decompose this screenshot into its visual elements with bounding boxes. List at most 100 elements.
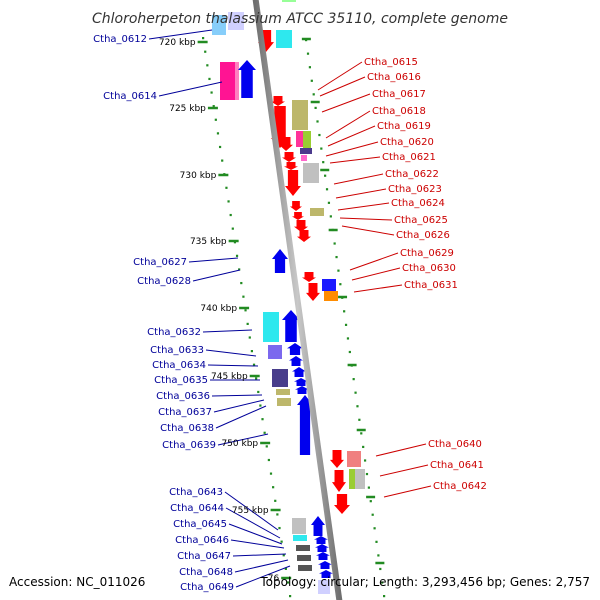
tick-dot bbox=[265, 445, 268, 448]
tick-dot bbox=[381, 581, 384, 584]
gene-label-reverse[interactable]: Ctha_0627 bbox=[133, 257, 187, 268]
tick-dot bbox=[348, 350, 351, 354]
gene-label-forward[interactable]: Ctha_0618 bbox=[372, 106, 426, 117]
tick-dot bbox=[221, 159, 224, 162]
leader-line bbox=[319, 76, 366, 97]
kbp-tick-label: 740 kbp bbox=[200, 304, 237, 314]
feature-arrow bbox=[284, 162, 298, 170]
gene-label-reverse[interactable]: Ctha_0649 bbox=[180, 582, 234, 593]
gene-label-reverse[interactable]: Ctha_0643 bbox=[169, 487, 223, 498]
gene-label-reverse[interactable]: Ctha_0628 bbox=[137, 276, 191, 287]
gene-label-reverse[interactable]: Ctha_0635 bbox=[154, 375, 208, 386]
feature-arrow bbox=[330, 450, 344, 468]
gene-label-forward[interactable]: Ctha_0621 bbox=[382, 152, 436, 163]
gene-label-forward[interactable]: Ctha_0619 bbox=[377, 121, 431, 132]
tick-dot bbox=[379, 567, 382, 571]
gene-label-forward[interactable]: Ctha_0630 bbox=[402, 263, 456, 274]
feature-arrow bbox=[319, 570, 333, 578]
gene-label-reverse[interactable]: Ctha_0614 bbox=[103, 91, 157, 102]
feature-box bbox=[276, 389, 290, 395]
gene-label-reverse[interactable]: Ctha_0644 bbox=[170, 503, 224, 514]
feature-box bbox=[300, 148, 312, 154]
tick-dot bbox=[269, 472, 273, 475]
gene-label-forward[interactable]: Ctha_0640 bbox=[428, 439, 482, 450]
gene-label-reverse[interactable]: Ctha_0639 bbox=[162, 440, 216, 451]
tick-dot bbox=[255, 377, 258, 380]
kbp-tick-label: 720 kbp bbox=[159, 38, 196, 48]
tick-dot bbox=[346, 337, 350, 340]
gene-label-forward[interactable]: Ctha_0622 bbox=[385, 169, 439, 180]
tick-dot bbox=[337, 269, 340, 272]
tick-dot bbox=[358, 418, 361, 421]
gene-label-reverse[interactable]: Ctha_0646 bbox=[175, 535, 229, 546]
tick-dot bbox=[289, 595, 292, 598]
tick-dot bbox=[282, 554, 285, 557]
leader-line bbox=[327, 125, 376, 147]
gene-label-reverse[interactable]: Ctha_0648 bbox=[179, 567, 233, 578]
leader-line bbox=[207, 364, 259, 367]
forward-tick-track bbox=[305, 39, 386, 598]
feature-box bbox=[282, 0, 296, 2]
gene-label-forward[interactable]: Ctha_0616 bbox=[367, 72, 421, 83]
kbp-tick-label: 755 kbp bbox=[232, 506, 269, 516]
tick-dot bbox=[362, 445, 365, 449]
gene-label-reverse[interactable]: Ctha_0645 bbox=[173, 519, 227, 530]
gene-label-forward[interactable]: Ctha_0641 bbox=[430, 460, 484, 471]
gene-label-forward[interactable]: Ctha_0642 bbox=[433, 481, 487, 492]
tick-dot bbox=[218, 145, 222, 149]
tick-dot bbox=[208, 77, 211, 81]
tick-dot bbox=[206, 64, 209, 67]
tick-dot bbox=[383, 595, 386, 598]
leader-line bbox=[335, 188, 387, 199]
feature-box bbox=[347, 451, 361, 467]
feature-box bbox=[220, 62, 236, 100]
leader-line bbox=[379, 464, 429, 477]
tick-dot bbox=[284, 567, 287, 570]
gene-label-forward[interactable]: Ctha_0620 bbox=[380, 137, 434, 148]
leader-line bbox=[188, 257, 239, 263]
tick-dot bbox=[212, 105, 215, 108]
gene-label-reverse[interactable]: Ctha_0637 bbox=[158, 407, 212, 418]
gene-label-reverse[interactable]: Ctha_0647 bbox=[177, 551, 231, 562]
gene-label-forward[interactable]: Ctha_0615 bbox=[364, 57, 418, 68]
feature-box bbox=[292, 518, 306, 534]
tick-dot bbox=[324, 174, 327, 177]
feature-arrow bbox=[285, 170, 301, 196]
dna-backbone bbox=[252, 0, 343, 600]
tick-dot bbox=[263, 431, 266, 434]
gene-label-reverse[interactable]: Ctha_0633 bbox=[150, 345, 204, 356]
tick-dot bbox=[335, 255, 338, 259]
tick-dot bbox=[369, 500, 372, 503]
gene-label-reverse[interactable]: Ctha_0634 bbox=[152, 360, 206, 371]
gene-label-reverse[interactable]: Ctha_0632 bbox=[147, 327, 201, 338]
gene-labels: Ctha_0615 Ctha_0616 Ctha_0617 Ctha_0618 Ctha… bbox=[93, 29, 487, 593]
tick-dot bbox=[360, 432, 363, 435]
feature-box bbox=[293, 535, 307, 541]
feature-arrow bbox=[297, 395, 313, 455]
feature-arrow bbox=[311, 516, 325, 536]
leader-line bbox=[202, 329, 253, 333]
feature-box bbox=[268, 345, 282, 359]
gene-label-forward[interactable]: Ctha_0623 bbox=[388, 184, 442, 195]
feature-box bbox=[212, 15, 226, 35]
gene-label-forward[interactable]: Ctha_0626 bbox=[396, 230, 450, 241]
gene-label-forward[interactable]: Ctha_0629 bbox=[400, 248, 454, 259]
tick-dot bbox=[352, 378, 355, 381]
feature-arrow bbox=[238, 60, 256, 98]
gene-label-reverse[interactable]: Ctha_0636 bbox=[156, 391, 210, 402]
feature-box bbox=[263, 312, 279, 342]
gene-label-forward[interactable]: Ctha_0631 bbox=[404, 280, 458, 291]
gene-label-forward[interactable]: Ctha_0617 bbox=[372, 89, 426, 100]
leader-line bbox=[337, 202, 390, 211]
gene-label-reverse[interactable]: Ctha_0612 bbox=[93, 34, 147, 45]
tick-dot bbox=[375, 540, 378, 543]
gene-label-forward[interactable]: Ctha_0624 bbox=[391, 198, 445, 209]
gene-label-forward[interactable]: Ctha_0625 bbox=[394, 215, 448, 226]
genome-summary-text: Topology: circular; Length: 3,293,456 bp… bbox=[259, 575, 590, 589]
leader-line bbox=[375, 443, 427, 457]
leader-line bbox=[215, 405, 267, 429]
kbp-tick-label: 725 kbp bbox=[169, 104, 206, 114]
tick-dot bbox=[310, 79, 313, 82]
leader-line bbox=[383, 485, 432, 498]
gene-label-reverse[interactable]: Ctha_0638 bbox=[160, 423, 214, 434]
